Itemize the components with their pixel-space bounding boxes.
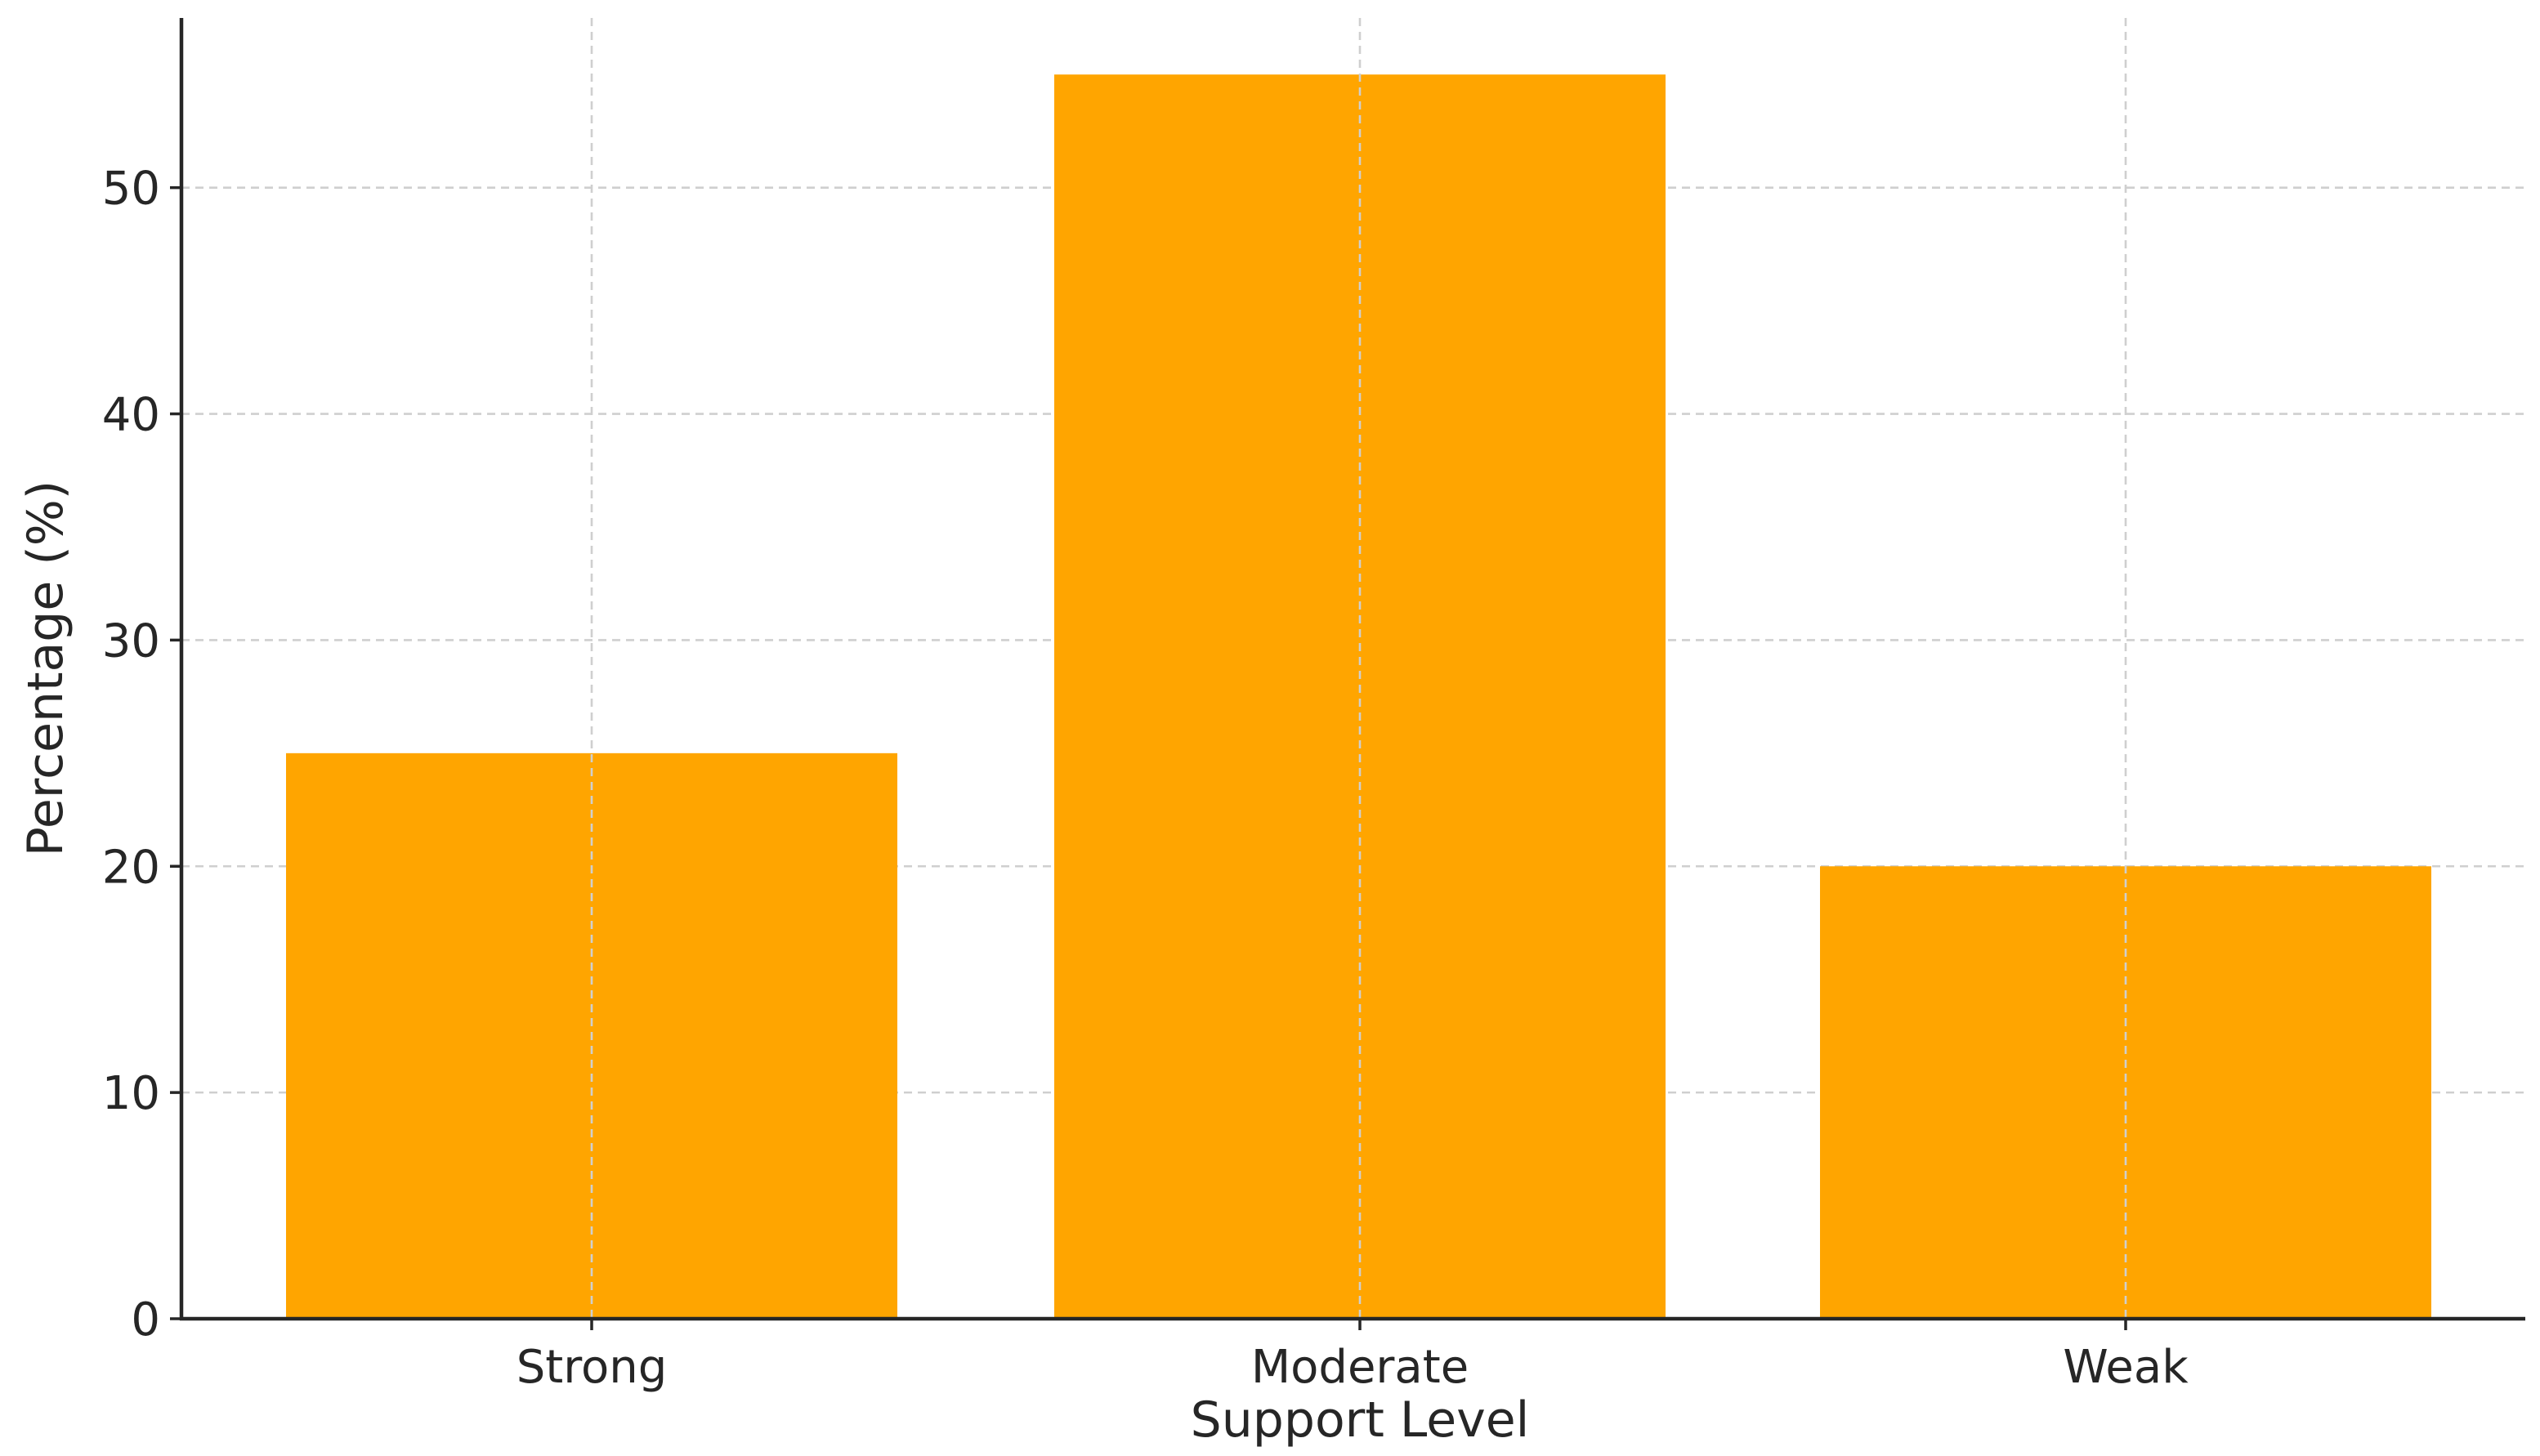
x-tick-label: Strong	[516, 1341, 668, 1394]
y-tick-label: 30	[102, 614, 160, 668]
y-tick-label: 10	[102, 1067, 160, 1120]
y-tick-label: 40	[102, 389, 160, 442]
bars	[286, 74, 2431, 1319]
x-tick-label: Moderate	[1251, 1341, 1469, 1394]
axes	[170, 18, 2525, 1330]
tick-labels: 0 10 20 30 40 50 Strong Moderate Weak	[102, 163, 2189, 1394]
y-tick-label: 50	[102, 163, 160, 216]
x-tick-label: Weak	[2063, 1341, 2189, 1394]
x-axis-title: Support Level	[1191, 1391, 1530, 1449]
y-tick-label: 0	[131, 1293, 160, 1347]
y-axis-title: Percentage (%)	[17, 480, 74, 856]
vertical-grid-lines	[590, 18, 2127, 1319]
y-tick-label: 20	[102, 841, 160, 894]
